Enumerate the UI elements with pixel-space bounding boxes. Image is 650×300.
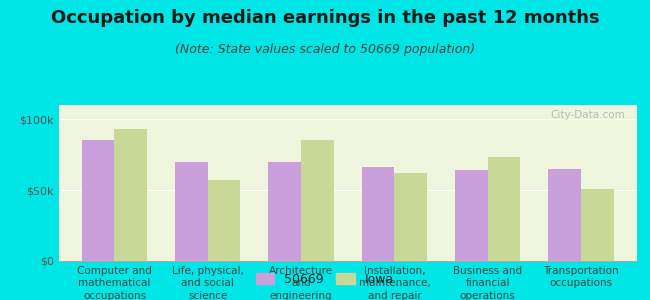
Bar (208, 180, 240, 261)
Bar (301, 140, 333, 261)
Bar (549, 169, 581, 261)
Bar (488, 158, 521, 261)
Text: (Note: State values scaled to 50669 population): (Note: State values scaled to 50669 popu… (175, 44, 475, 56)
Text: City-Data.com: City-Data.com (551, 110, 625, 120)
Text: Occupation by median earnings in the past 12 months: Occupation by median earnings in the pas… (51, 9, 599, 27)
Bar (114, 129, 147, 261)
Bar (175, 162, 208, 261)
Bar (455, 170, 488, 261)
Bar (362, 167, 395, 261)
Bar (268, 162, 301, 261)
Bar (82, 140, 114, 261)
Bar (395, 173, 427, 261)
Legend: 50669, Iowa: 50669, Iowa (250, 268, 400, 291)
Bar (581, 189, 614, 261)
